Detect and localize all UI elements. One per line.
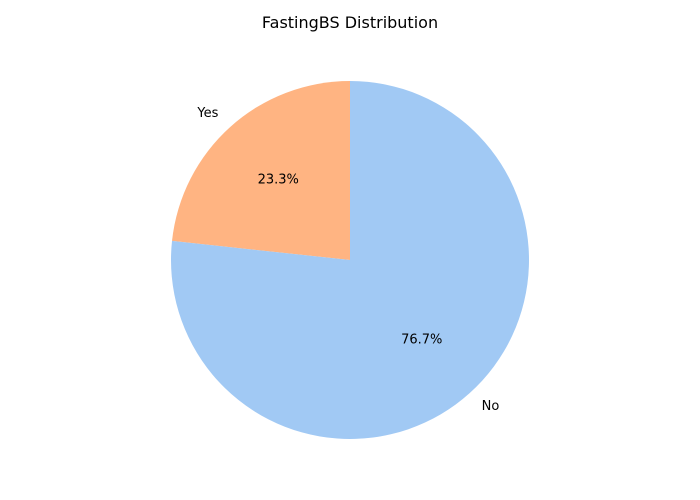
pie-slice-yes	[172, 81, 350, 260]
slice-percent-label: 76.7%	[401, 332, 442, 347]
slice-percent-label: 23.3%	[258, 173, 299, 188]
pie-slice-no	[171, 81, 529, 439]
slice-category-label: No	[482, 399, 500, 414]
chart-title: FastingBS Distribution	[262, 13, 438, 32]
pie-slices	[171, 81, 529, 439]
pie-labels: Yes 23.3% No 76.7%	[196, 106, 499, 414]
slice-category-label: Yes	[196, 106, 218, 121]
